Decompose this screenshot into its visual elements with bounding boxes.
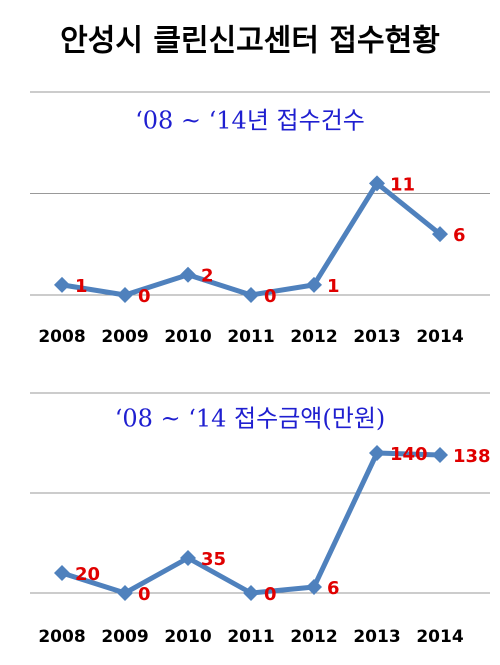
x-tick-label: 2010 (164, 327, 211, 347)
data-marker (369, 175, 385, 192)
x-tick-label: 2013 (353, 327, 400, 347)
value-label: 20 (75, 564, 100, 585)
data-line (61, 180, 442, 298)
value-label: 0 (138, 286, 151, 307)
value-label: 1 (327, 276, 340, 297)
x-tick-label: 2013 (353, 627, 400, 647)
x-tick-label: 2009 (101, 327, 148, 347)
x-tick-label: 2009 (101, 627, 148, 647)
x-tick-label: 2012 (290, 627, 337, 647)
data-marker (180, 550, 196, 566)
data-marker (243, 585, 259, 601)
chart-subtitle: ‘08 ~ ‘14 접수금액(만원) (115, 405, 386, 433)
value-label: 1 (75, 276, 88, 297)
data-marker (369, 445, 385, 461)
chart-subtitle: ‘08 ~ ‘14년 접수건수 (135, 107, 365, 135)
value-label: 0 (264, 584, 277, 605)
data-marker (117, 585, 133, 601)
value-label: 140 (390, 444, 428, 465)
data-line (61, 450, 441, 596)
x-tick-label: 2011 (227, 627, 274, 647)
value-label: 138 (453, 446, 491, 467)
value-label: 6 (327, 578, 340, 599)
data-marker (180, 266, 196, 283)
x-tick-label: 2008 (38, 327, 85, 347)
value-label: 11 (390, 174, 415, 195)
x-tick-label: 2014 (416, 627, 463, 647)
x-tick-label: 2008 (38, 627, 85, 647)
data-marker (243, 287, 259, 303)
page-title: 안성시 클린신고센터 접수현황 (60, 24, 440, 59)
value-label: 0 (138, 584, 151, 605)
x-tick-label: 2011 (227, 327, 274, 347)
data-marker (306, 579, 322, 595)
data-marker (432, 447, 448, 463)
value-label: 0 (264, 286, 277, 307)
data-marker (117, 287, 133, 303)
value-label: 2 (201, 266, 214, 287)
x-tick-label: 2014 (416, 327, 463, 347)
data-marker (54, 565, 70, 581)
data-marker (432, 226, 448, 243)
x-tick-label: 2012 (290, 327, 337, 347)
x-tick-label: 2010 (164, 627, 211, 647)
data-marker (306, 276, 322, 293)
data-marker (54, 276, 70, 293)
value-label: 35 (201, 549, 226, 570)
value-label: 6 (453, 225, 466, 246)
